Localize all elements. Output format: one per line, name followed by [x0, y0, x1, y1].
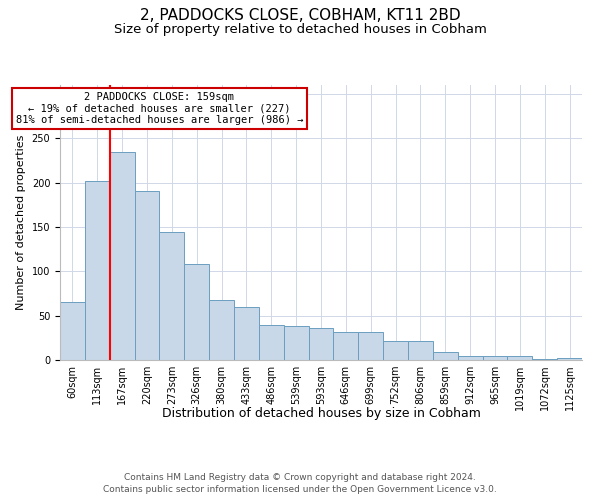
Bar — [184, 264, 209, 360]
Bar — [85, 181, 110, 360]
Y-axis label: Number of detached properties: Number of detached properties — [16, 135, 26, 310]
Bar — [160, 232, 184, 360]
Bar — [334, 332, 358, 360]
Bar — [60, 302, 85, 360]
Bar — [408, 342, 433, 360]
Bar — [209, 300, 234, 360]
Bar — [308, 328, 334, 360]
Bar — [557, 358, 582, 360]
Text: Contains HM Land Registry data © Crown copyright and database right 2024.: Contains HM Land Registry data © Crown c… — [124, 472, 476, 482]
Bar — [110, 152, 134, 360]
Text: 2, PADDOCKS CLOSE, COBHAM, KT11 2BD: 2, PADDOCKS CLOSE, COBHAM, KT11 2BD — [140, 8, 460, 22]
Text: Size of property relative to detached houses in Cobham: Size of property relative to detached ho… — [113, 22, 487, 36]
Bar — [458, 356, 482, 360]
Bar — [234, 307, 259, 360]
Text: Contains public sector information licensed under the Open Government Licence v3: Contains public sector information licen… — [103, 485, 497, 494]
Bar — [284, 326, 308, 360]
Bar — [383, 342, 408, 360]
Text: 2 PADDOCKS CLOSE: 159sqm
← 19% of detached houses are smaller (227)
81% of semi-: 2 PADDOCKS CLOSE: 159sqm ← 19% of detach… — [16, 92, 303, 126]
Text: Distribution of detached houses by size in Cobham: Distribution of detached houses by size … — [161, 408, 481, 420]
Bar — [433, 352, 458, 360]
Bar — [532, 359, 557, 360]
Bar — [134, 192, 160, 360]
Bar — [358, 332, 383, 360]
Bar — [259, 324, 284, 360]
Bar — [508, 356, 532, 360]
Bar — [482, 356, 508, 360]
